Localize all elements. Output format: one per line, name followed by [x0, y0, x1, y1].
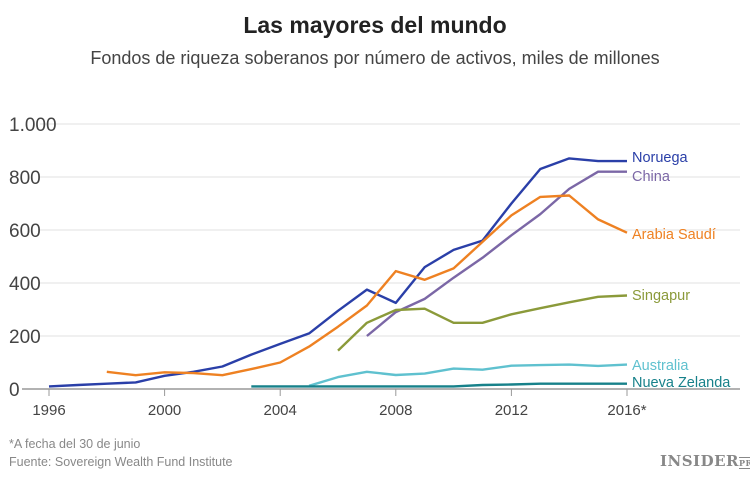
series-line-noruega — [48, 157, 627, 388]
y-tick-label: 0 — [9, 380, 20, 401]
x-tick-label: 2016* — [607, 402, 646, 419]
series-label: Nueva Zelanda — [632, 375, 731, 391]
series-label: Singapur — [632, 288, 690, 304]
source: Fuente: Sovereign Wealth Fund Institute — [9, 455, 233, 469]
x-tick-label: 1996 — [32, 402, 65, 419]
series-label: China — [632, 169, 671, 185]
series-line-nueva-zelanda — [251, 382, 627, 388]
series-label: Noruega — [632, 150, 689, 166]
series-label: Australia — [632, 358, 689, 374]
series-line-arabia-saudí — [106, 194, 628, 377]
y-tick-label: 1.000 — [9, 115, 57, 136]
series-label: Arabia Saudí — [632, 227, 716, 243]
y-tick-label: 600 — [9, 221, 41, 242]
y-tick-label: 400 — [9, 274, 41, 295]
y-tick-label: 800 — [9, 168, 41, 189]
chart-title: Las mayores del mundo — [243, 12, 507, 38]
series-line-singapur — [337, 294, 628, 352]
x-tick-label: 2008 — [379, 402, 412, 419]
x-tick-label: 2004 — [264, 402, 297, 419]
y-tick-label: 200 — [9, 327, 41, 348]
series-line-china — [366, 170, 627, 337]
insider-pro-logo: INSIDERPRO — [660, 452, 750, 470]
x-tick-label: 2012 — [495, 402, 528, 419]
x-tick-label: 2000 — [148, 402, 181, 419]
footnote: *A fecha del 30 de junio — [9, 437, 141, 451]
series-line-australia — [308, 363, 628, 387]
chart-subtitle: Fondos de riqueza soberanos por número d… — [90, 48, 660, 68]
